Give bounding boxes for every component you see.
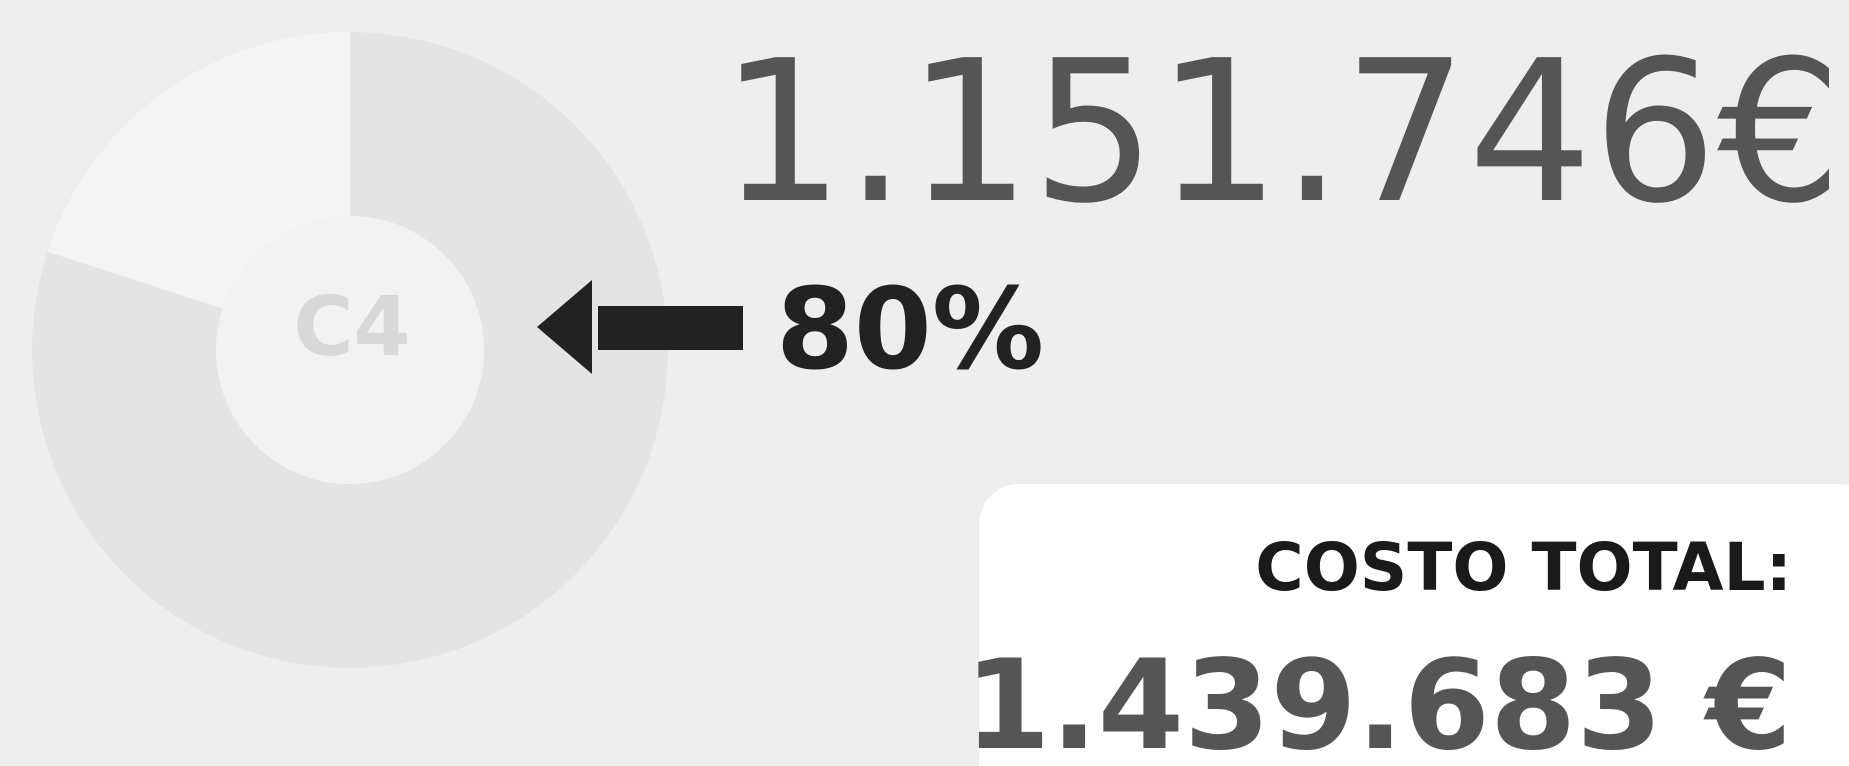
arrow-shaft [598,306,743,350]
donut [32,32,669,668]
center-label: C4 [293,280,410,375]
donut-segment [32,32,669,668]
donut-hole [216,216,484,484]
total-box [979,484,1849,766]
arrow-head [537,280,592,374]
total-value: 1.439.683 € [964,634,1792,766]
total-label: COSTO TOTAL: [1255,529,1792,606]
headline-value: 1.151.746€ [720,19,1842,247]
percent-label: 80% [776,265,1044,395]
